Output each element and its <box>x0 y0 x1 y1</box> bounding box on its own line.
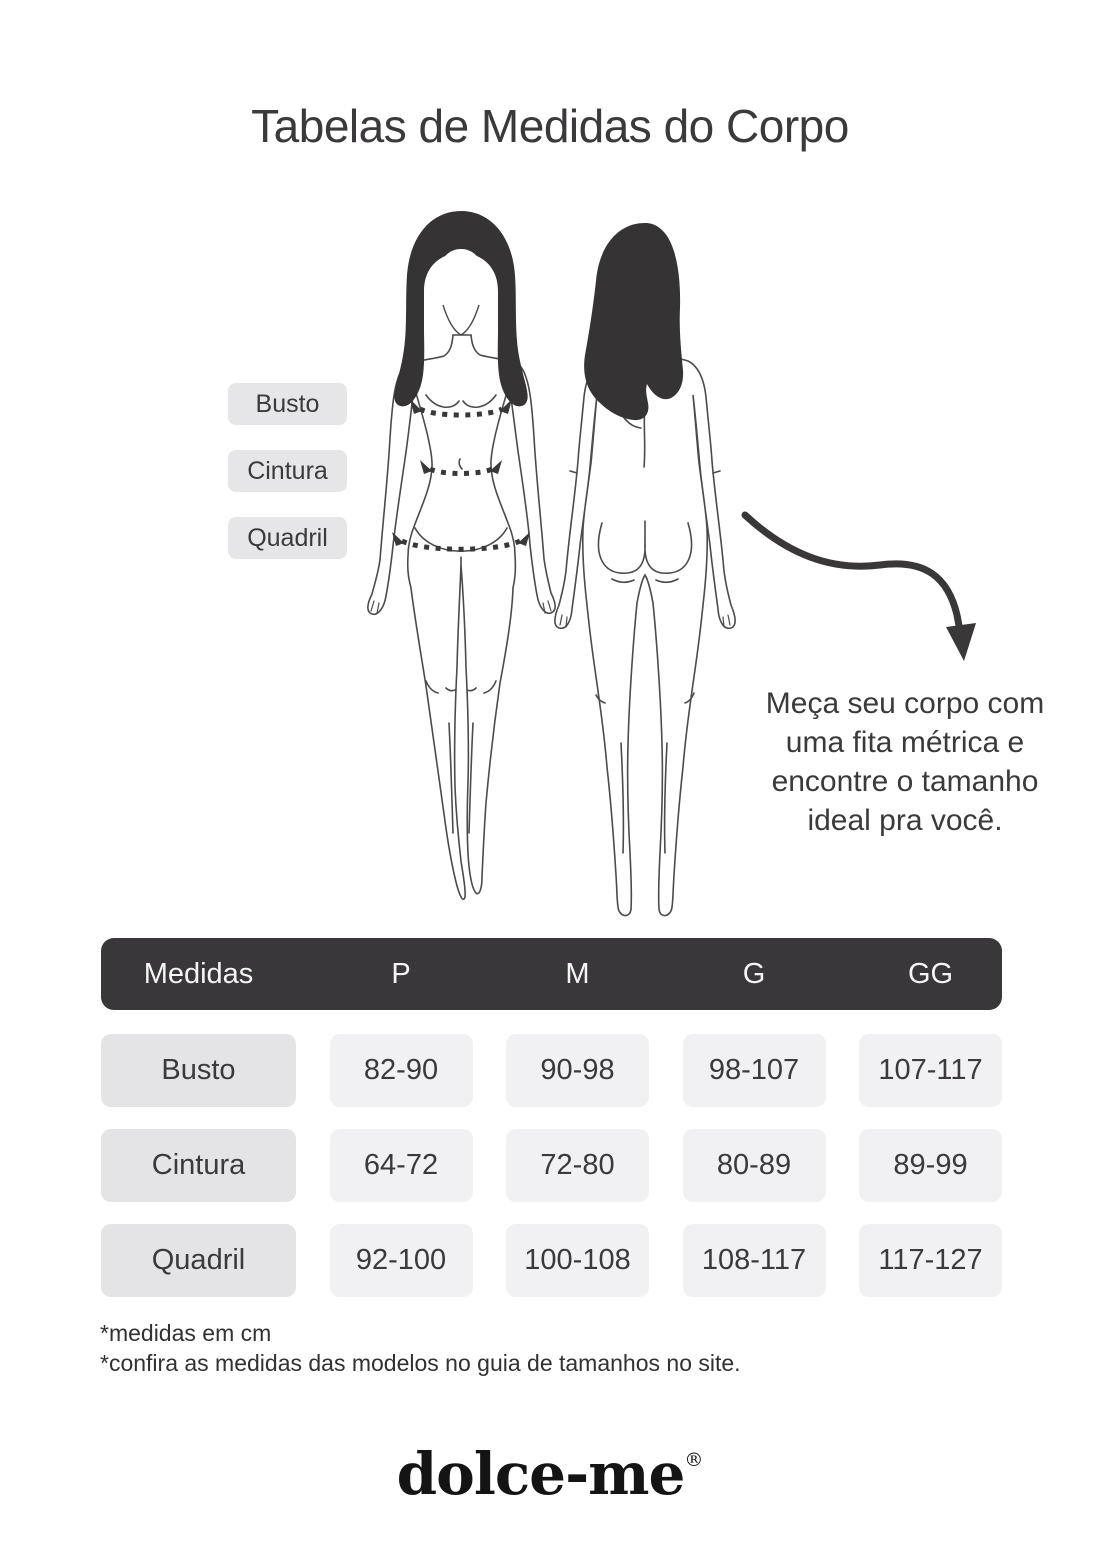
briefs-line <box>414 527 508 567</box>
row-label: Quadril <box>101 1224 296 1297</box>
front-knee-marks <box>425 680 497 694</box>
cell-quadril-p: 92-100 <box>329 1224 473 1297</box>
size-table: Medidas P M G GG Busto 82-90 90-98 98-10… <box>101 938 1002 1297</box>
cell-cintura-g: 80-89 <box>682 1129 826 1202</box>
back-hand-lines <box>559 614 731 628</box>
navel-mark <box>458 458 463 470</box>
shoulder-blade-line <box>621 414 642 429</box>
hip-dotted-line <box>400 538 522 552</box>
size-table-header: Medidas P M G GG <box>101 938 1002 1010</box>
instruction-line: encontre o tamanho <box>771 765 1039 798</box>
page-title: Tabelas de Medidas do Corpo <box>251 100 849 152</box>
back-hair <box>584 223 684 421</box>
buttocks-lines <box>597 520 693 584</box>
waist-dotted-line <box>428 466 494 476</box>
instruction-line: ideal pra você. <box>807 804 1003 837</box>
front-face <box>436 249 486 335</box>
back-body-outline <box>554 355 736 917</box>
front-jaw-line <box>442 304 480 336</box>
back-calf-lines <box>620 742 668 854</box>
column-header-g: G <box>742 957 766 990</box>
measure-line-arrowheads <box>392 399 530 546</box>
table-row-cintura: Cintura 64-72 72-80 80-89 89-99 <box>101 1129 1002 1202</box>
table-row-quadril: Quadril 92-100 100-108 108-117 117-127 <box>101 1224 1002 1297</box>
column-header-m: M <box>565 957 590 990</box>
table-row-busto: Busto 82-90 90-98 98-107 107-117 <box>101 1034 1002 1107</box>
measure-label-quadril: Quadril <box>228 517 347 559</box>
cell-quadril-m: 100-108 <box>506 1224 649 1297</box>
bust-curves <box>425 394 497 408</box>
spine-line <box>643 400 646 468</box>
column-header-medidas: Medidas <box>143 957 254 990</box>
front-hand-lines <box>370 600 552 614</box>
footnotes: *medidas em cm *confira as medidas das m… <box>100 1318 741 1378</box>
cell-busto-m: 90-98 <box>506 1034 649 1107</box>
brand-name: dolce-me <box>396 1440 686 1508</box>
registered-mark: ® <box>684 1449 704 1471</box>
cell-quadril-gg: 117-127 <box>859 1224 1002 1297</box>
front-hair <box>394 211 528 407</box>
footnote-units: *medidas em cm <box>100 1320 272 1346</box>
instruction-text: Meça seu corpo com uma fita métrica e en… <box>750 684 1060 840</box>
back-knee-marks <box>595 692 695 704</box>
cell-quadril-g: 108-117 <box>682 1224 826 1297</box>
instruction-line: uma fita métrica e <box>785 726 1025 759</box>
front-shin-lines <box>448 722 474 834</box>
brand-logo: dolce-me® <box>0 1428 1100 1506</box>
cell-busto-gg: 107-117 <box>859 1034 1002 1107</box>
front-body-figure <box>367 334 556 901</box>
measure-label-cintura: Cintura <box>228 450 347 492</box>
bust-dotted-line <box>418 406 504 418</box>
row-label: Cintura <box>101 1129 296 1202</box>
cell-cintura-p: 64-72 <box>329 1129 473 1202</box>
cell-busto-g: 98-107 <box>682 1034 826 1107</box>
front-body-outline <box>367 334 556 901</box>
row-label: Busto <box>101 1034 296 1107</box>
back-elbow-marks <box>569 470 721 474</box>
footnote-site: *confira as medidas das modelos no guia … <box>100 1350 741 1376</box>
cell-cintura-gg: 89-99 <box>859 1129 1002 1202</box>
cell-busto-p: 82-90 <box>329 1034 473 1107</box>
cell-cintura-m: 72-80 <box>506 1129 649 1202</box>
column-header-gg: GG <box>907 957 954 990</box>
measure-label-busto: Busto <box>228 383 347 425</box>
back-body-figure <box>554 355 736 917</box>
instruction-line: Meça seu corpo com <box>765 687 1045 720</box>
measure-lines <box>400 406 522 552</box>
curved-arrow-down-icon <box>741 511 976 661</box>
column-header-p: P <box>391 957 411 990</box>
